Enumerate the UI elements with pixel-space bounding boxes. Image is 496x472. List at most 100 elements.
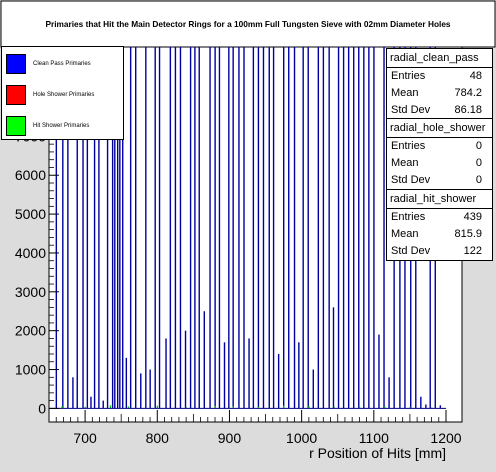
bar xyxy=(238,47,240,409)
bar xyxy=(135,47,137,409)
bar xyxy=(232,47,234,409)
stats-key: Mean xyxy=(391,228,419,240)
x-tick-label: 700 xyxy=(73,430,97,446)
stats-value: 0 xyxy=(475,157,482,169)
bar xyxy=(420,396,422,409)
bar xyxy=(194,47,196,409)
legend: Clean Pass Primaries Hole Shower Primari… xyxy=(1,46,124,140)
y-tick-label: 5000 xyxy=(15,206,46,222)
bar xyxy=(358,406,361,409)
stats-key: Mean xyxy=(391,87,419,99)
bar xyxy=(55,47,58,409)
bar xyxy=(409,407,411,409)
legend-item-hit-shower: Hit Shower Primaries xyxy=(6,116,89,136)
legend-label: Hit Shower Primaries xyxy=(33,123,90,129)
y-tick-label: 3000 xyxy=(15,284,46,300)
bar xyxy=(106,47,109,409)
bar xyxy=(228,47,230,409)
bar xyxy=(293,47,296,409)
stats-key: Mean xyxy=(391,157,419,169)
bar xyxy=(119,47,121,409)
bar xyxy=(347,47,350,409)
bar xyxy=(373,47,375,409)
bar xyxy=(288,47,290,409)
bar xyxy=(312,369,314,409)
stats-title: radial_hole_shower xyxy=(387,119,492,138)
y-tick-label: 2000 xyxy=(15,323,46,339)
bar xyxy=(358,47,360,409)
bar xyxy=(353,47,355,409)
stats-value: 784.2 xyxy=(454,87,482,99)
stats-box-hole-shower: radial_hole_shower Entries 0 Mean 0 Std De… xyxy=(386,118,493,190)
stats-key: Std Dev xyxy=(391,104,431,116)
stats-row-stddev: Std Dev 86.18 xyxy=(387,102,492,119)
bar xyxy=(129,47,132,409)
bar xyxy=(84,406,86,409)
bar xyxy=(174,47,177,409)
bar xyxy=(116,47,119,409)
bar xyxy=(223,342,226,409)
bar xyxy=(328,47,330,409)
bar xyxy=(156,405,159,409)
stats-row-stddev: Std Dev 122 xyxy=(387,243,492,260)
bar xyxy=(189,47,192,409)
bar xyxy=(298,342,300,409)
bar xyxy=(165,338,167,409)
stats-value: 815.9 xyxy=(454,228,482,240)
legend-item-hole-shower: Hole Shower Primaries xyxy=(6,85,94,105)
stats-title: radial_clean_pass xyxy=(387,49,492,68)
bar xyxy=(125,357,128,409)
bar xyxy=(214,406,216,409)
bar xyxy=(378,334,380,409)
bar xyxy=(232,406,234,409)
stats-box-hit-shower: radial_hit_shower Entries 439 Mean 815.9 S… xyxy=(386,189,493,261)
bar xyxy=(388,377,390,409)
bar xyxy=(209,47,211,409)
bar xyxy=(149,369,151,409)
bar xyxy=(203,311,205,409)
bar xyxy=(268,47,270,409)
bar xyxy=(363,47,365,409)
bar xyxy=(185,407,187,409)
bar xyxy=(98,47,100,409)
x-tick-label: 1200 xyxy=(430,430,461,446)
bar xyxy=(252,47,255,409)
stats-value: 0 xyxy=(475,174,482,186)
stats-key: Entries xyxy=(391,70,426,82)
bar xyxy=(333,407,335,409)
bar xyxy=(322,47,325,409)
bar xyxy=(262,47,265,409)
stats-row-stddev: Std Dev 0 xyxy=(387,172,492,189)
bar xyxy=(67,47,69,409)
x-tick-label: 1000 xyxy=(286,430,317,446)
stats-value: 86.18 xyxy=(454,104,482,116)
bar xyxy=(140,373,142,409)
bar xyxy=(308,406,310,409)
bar xyxy=(317,47,320,409)
bar xyxy=(93,47,96,409)
stats-key: Std Dev xyxy=(391,245,431,257)
y-tick-label: 0 xyxy=(38,400,46,416)
bar xyxy=(277,353,280,409)
stats-row-mean: Mean 784.2 xyxy=(387,85,492,102)
bar xyxy=(169,47,172,409)
legend-swatch-clean-pass xyxy=(6,54,26,74)
bar xyxy=(214,47,216,409)
bar xyxy=(248,338,250,409)
y-tick-label: 4000 xyxy=(15,245,46,261)
stats-row-mean: Mean 0 xyxy=(387,155,492,172)
y-tick-label: 1000 xyxy=(15,362,46,378)
stats-key: Entries xyxy=(391,140,426,152)
bar xyxy=(82,47,84,409)
bar xyxy=(302,47,304,409)
x-tick-label: 1100 xyxy=(359,430,389,446)
bar xyxy=(158,47,161,409)
bar xyxy=(198,47,200,409)
legend-item-clean-pass: Clean Pass Primaries xyxy=(6,54,91,74)
stats-value: 439 xyxy=(463,211,482,223)
legend-label: Hole Shower Primaries xyxy=(33,92,95,98)
bar xyxy=(383,47,385,409)
histogram-bars xyxy=(49,47,446,409)
stats-row-entries: Entries 48 xyxy=(387,68,492,85)
bar xyxy=(337,47,340,409)
